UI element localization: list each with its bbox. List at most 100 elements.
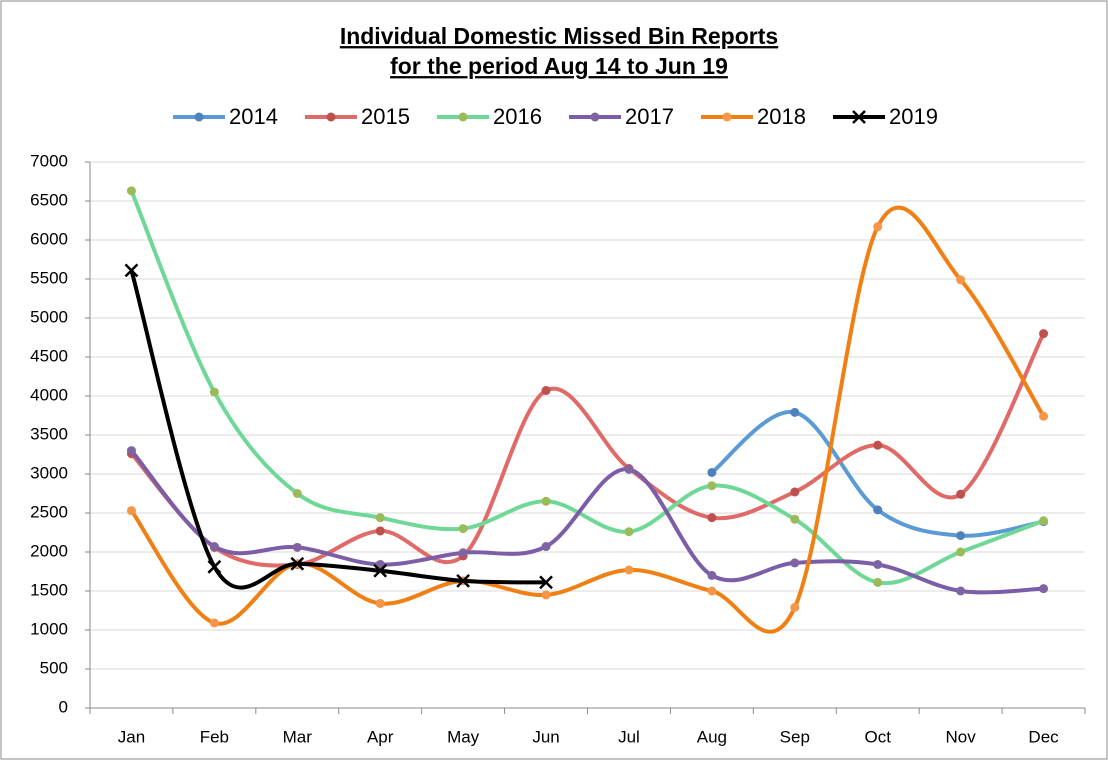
x-tick-label: Aug xyxy=(697,727,727,746)
marker xyxy=(956,275,966,285)
x-tick-label: Mar xyxy=(283,727,313,746)
y-tick-label: 1000 xyxy=(30,619,68,638)
marker xyxy=(209,618,219,628)
marker xyxy=(707,570,717,580)
chart-subtitle: for the period Aug 14 to Jun 19 xyxy=(390,53,728,79)
marker-stroke xyxy=(539,575,553,590)
marker xyxy=(1039,584,1049,594)
marker xyxy=(1039,411,1049,421)
marker xyxy=(873,505,883,515)
marker xyxy=(207,559,222,574)
marker-stroke xyxy=(373,563,388,578)
marker xyxy=(458,524,468,534)
marker xyxy=(373,563,388,578)
marker xyxy=(290,556,305,571)
legend-marker xyxy=(194,112,204,122)
y-tick-label: 5000 xyxy=(30,307,68,326)
y-tick-label: 500 xyxy=(40,658,68,677)
x-tick-label: Jun xyxy=(532,727,559,746)
x-tick-label: Jul xyxy=(618,727,640,746)
marker xyxy=(873,559,883,569)
y-tick-label: 0 xyxy=(59,697,68,716)
y-tick-label: 6500 xyxy=(30,190,68,209)
x-tick-label: May xyxy=(447,727,480,746)
marker xyxy=(873,577,883,587)
marker xyxy=(541,496,551,506)
marker-stroke xyxy=(852,110,866,124)
legend-label: 2015 xyxy=(361,104,410,129)
x-tick-label: Sep xyxy=(780,727,810,746)
marker xyxy=(541,542,551,552)
y-tick-label: 7000 xyxy=(30,151,68,170)
marker xyxy=(790,558,800,568)
marker xyxy=(209,387,219,397)
x-tick-label: Dec xyxy=(1028,727,1059,746)
marker xyxy=(707,513,717,523)
marker xyxy=(292,489,302,498)
y-tick-label: 3500 xyxy=(30,424,68,443)
y-tick-label: 4000 xyxy=(30,385,68,404)
marker xyxy=(956,489,966,499)
marker xyxy=(375,526,385,536)
marker xyxy=(126,186,136,196)
x-tick-label: Feb xyxy=(200,727,229,746)
legend-marker xyxy=(590,112,600,122)
marker xyxy=(956,547,966,557)
y-tick-label: 5500 xyxy=(30,268,68,287)
x-tick-label: Oct xyxy=(864,727,891,746)
marker xyxy=(1039,516,1049,526)
marker-stroke xyxy=(290,556,305,571)
marker xyxy=(956,531,966,541)
y-tick-label: 6000 xyxy=(30,229,68,248)
marker-stroke xyxy=(207,559,222,574)
marker xyxy=(873,222,883,232)
chart-title: Individual Domestic Missed Bin Reports xyxy=(340,23,778,49)
marker xyxy=(790,602,800,612)
legend-marker xyxy=(326,112,336,122)
marker xyxy=(624,464,634,474)
marker xyxy=(541,590,551,600)
legend-label: 2014 xyxy=(229,104,278,129)
marker xyxy=(624,565,634,575)
x-tick-label: Nov xyxy=(946,727,977,746)
legend-marker xyxy=(722,112,732,122)
marker xyxy=(790,487,800,497)
marker xyxy=(707,467,717,477)
marker xyxy=(126,506,136,516)
y-tick-label: 2500 xyxy=(30,502,68,521)
legend-marker xyxy=(852,110,866,124)
series-line xyxy=(710,410,1044,538)
y-tick-label: 3000 xyxy=(30,463,68,482)
marker xyxy=(292,542,302,552)
marker xyxy=(624,527,634,537)
marker xyxy=(124,263,139,278)
marker xyxy=(539,575,553,590)
marker xyxy=(375,513,385,523)
marker xyxy=(456,573,471,588)
marker xyxy=(458,548,468,558)
marker xyxy=(956,586,966,596)
marker xyxy=(375,598,385,608)
legend-label: 2018 xyxy=(757,104,806,129)
marker-stroke xyxy=(456,573,471,588)
marker xyxy=(790,514,800,524)
marker xyxy=(209,542,219,552)
y-tick-label: 4500 xyxy=(30,346,68,365)
marker-stroke xyxy=(124,263,139,278)
marker xyxy=(126,446,136,456)
x-tick-label: Apr xyxy=(367,727,394,746)
x-tick-label: Jan xyxy=(118,727,145,746)
legend-marker xyxy=(458,112,468,122)
marker xyxy=(873,440,883,450)
legend-label: 2019 xyxy=(889,104,938,129)
marker xyxy=(707,586,717,596)
y-tick-label: 2000 xyxy=(30,541,68,560)
marker xyxy=(790,407,800,417)
y-tick-label: 1500 xyxy=(30,580,68,599)
marker xyxy=(1039,329,1049,339)
legend-label: 2016 xyxy=(493,104,542,129)
marker xyxy=(541,386,551,396)
marker xyxy=(707,481,717,491)
